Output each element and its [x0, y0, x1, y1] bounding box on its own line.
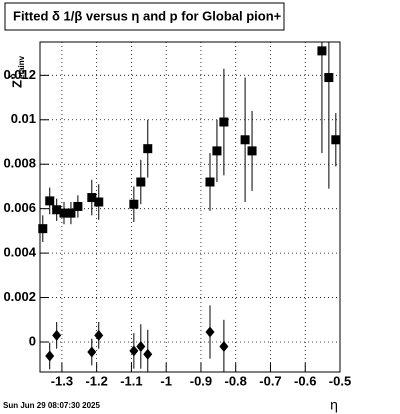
data-point: [219, 117, 229, 127]
data-point: [45, 196, 55, 206]
x-tick-label: -0.9: [190, 373, 212, 388]
data-point: [136, 177, 146, 187]
data-point: [247, 146, 257, 156]
y-label-main: Z: [9, 80, 24, 88]
x-tick-label: -0.7: [259, 373, 281, 388]
chart-title: Fitted δ 1/β versus η and p for Global p…: [13, 8, 282, 23]
y-axis-label: Z δ etainv: [7, 55, 26, 88]
data-point: [38, 224, 48, 234]
data-point: [212, 146, 222, 156]
x-axis-label: η: [330, 397, 338, 413]
data-point: [52, 205, 62, 215]
y-tick-label: 0.01: [11, 111, 36, 126]
plot-area: [40, 42, 340, 372]
x-tick-label: -0.5: [329, 373, 351, 388]
data-point: [324, 73, 334, 83]
x-tick-label: -1.2: [85, 373, 107, 388]
data-point: [143, 348, 153, 360]
y-tick-label: 0: [29, 333, 36, 348]
data-point: [59, 208, 69, 218]
y-label-sub: etainv: [17, 55, 26, 79]
data-point: [87, 193, 97, 203]
data-point: [129, 345, 139, 357]
data-point: [45, 350, 55, 362]
data-point: [205, 326, 215, 338]
data-point: [73, 201, 83, 211]
x-tick-label: -1.3: [51, 373, 73, 388]
data-point: [87, 346, 97, 358]
data-point: [219, 340, 229, 352]
x-tick-label: -1: [160, 373, 172, 388]
x-tick-label: -1.1: [120, 373, 142, 388]
y-tick-label: 0.008: [3, 156, 36, 171]
data-point: [136, 340, 146, 352]
title-box: [4, 2, 285, 31]
data-point: [52, 329, 62, 341]
data-point: [66, 208, 76, 218]
data-point: [129, 199, 139, 209]
data-point: [331, 135, 341, 145]
data-point: [143, 144, 153, 154]
timestamp: Sun Jun 29 08:07:30 2025: [3, 401, 100, 410]
y-tick-label: 0.004: [3, 245, 36, 260]
y-tick-label: 0.012: [3, 67, 36, 82]
data-point: [94, 197, 104, 207]
data-point: [205, 177, 215, 187]
y-label-sup: δ: [7, 73, 17, 79]
y-tick-label: 0.006: [3, 200, 36, 215]
data-point: [317, 46, 327, 56]
data-point: [240, 135, 250, 145]
y-tick-label: 0.002: [3, 289, 36, 304]
x-tick-label: -0.6: [294, 373, 316, 388]
data-point: [94, 329, 104, 341]
x-tick-label: -0.8: [225, 373, 247, 388]
plot-frame: [39, 41, 341, 373]
